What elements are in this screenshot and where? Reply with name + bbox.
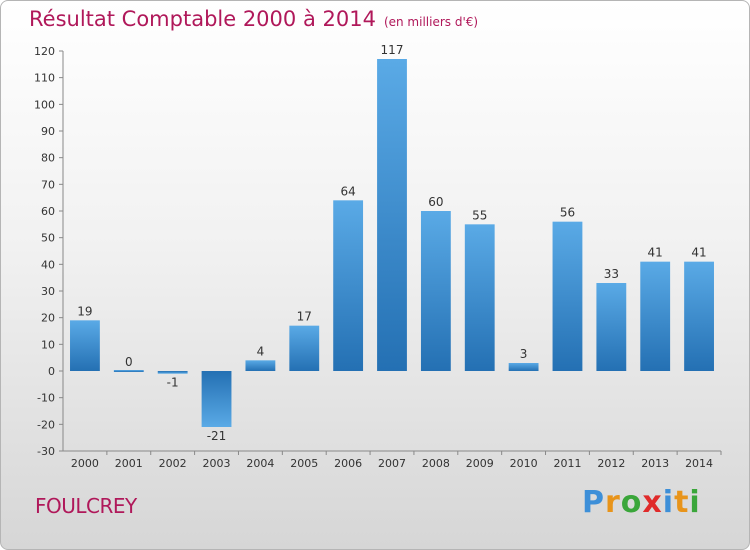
logo-letter: x: [642, 485, 663, 520]
chart-subtitle: (en milliers d'€): [383, 15, 479, 29]
proxiti-logo[interactable]: Proxiti: [582, 485, 701, 520]
data-label: 17: [297, 310, 312, 324]
bar: [113, 370, 144, 372]
bar: [464, 224, 495, 371]
logo-letter: r: [605, 485, 621, 520]
x-tick-label: 2005: [290, 457, 318, 470]
x-tick-label: 2014: [685, 457, 713, 470]
y-tick-label: 30: [41, 285, 55, 298]
bar: [420, 211, 451, 371]
data-label: 33: [604, 267, 619, 281]
y-tick-label: 10: [41, 338, 55, 351]
logo-letter: o: [620, 485, 643, 520]
x-tick-label: 2011: [553, 457, 581, 470]
y-tick-label: 90: [41, 125, 55, 138]
x-tick-label: 2012: [597, 457, 625, 470]
y-tick-label: 50: [41, 232, 55, 245]
x-tick-label: 2006: [334, 457, 362, 470]
data-label: 56: [560, 206, 575, 220]
y-tick-label: 120: [34, 45, 55, 58]
data-label: 55: [472, 208, 487, 222]
bar: [70, 320, 100, 371]
data-label: 117: [381, 43, 404, 57]
bar: [245, 360, 276, 371]
bar: [333, 200, 364, 371]
logo-letter: t: [674, 485, 690, 520]
data-label: -21: [207, 429, 227, 443]
data-label: 19: [77, 304, 92, 318]
logo-letter: P: [582, 485, 605, 520]
data-label: 0: [125, 355, 133, 369]
y-tick-label: -20: [37, 418, 55, 431]
x-tick-label: 2000: [71, 457, 99, 470]
bar: [596, 283, 627, 371]
bar: [508, 363, 539, 371]
logo-letter: i: [662, 485, 675, 520]
y-tick-label: 110: [34, 72, 55, 85]
y-tick-label: 100: [34, 98, 55, 111]
x-tick-label: 2008: [422, 457, 450, 470]
y-tick-label: 60: [41, 205, 55, 218]
x-tick-label: 2010: [510, 457, 538, 470]
x-tick-label: 2002: [159, 457, 187, 470]
data-label: 4: [257, 344, 265, 358]
x-tick-label: 2001: [115, 457, 143, 470]
bar: [684, 261, 714, 371]
data-label: 3: [520, 347, 528, 361]
data-label: 64: [340, 184, 355, 198]
x-tick-label: 2004: [246, 457, 274, 470]
bar: [289, 325, 320, 371]
data-label: 41: [648, 246, 663, 260]
x-tick-label: 2013: [641, 457, 669, 470]
y-tick-label: 20: [41, 312, 55, 325]
data-label: 41: [691, 246, 706, 260]
bar: [157, 371, 188, 374]
y-tick-label: 0: [48, 365, 55, 378]
x-tick-label: 2007: [378, 457, 406, 470]
data-label: -1: [167, 376, 179, 390]
y-tick-label: 70: [41, 178, 55, 191]
chart-title-block: Résultat Comptable 2000 à 2014 (en millie…: [29, 7, 478, 31]
x-tick-label: 2009: [466, 457, 494, 470]
bar: [552, 221, 583, 371]
y-tick-label: 80: [41, 152, 55, 165]
logo-letter: i: [689, 485, 701, 520]
y-tick-label: 40: [41, 258, 55, 271]
y-tick-label: -10: [37, 392, 55, 405]
bar: [377, 59, 407, 371]
chart-title: Résultat Comptable 2000 à 2014: [29, 7, 376, 31]
place-name: FOULCREY: [35, 494, 137, 518]
y-tick-label: -30: [37, 445, 55, 458]
data-label: 60: [428, 195, 443, 209]
bar: [640, 261, 671, 371]
bar: [201, 371, 232, 427]
x-tick-label: 2003: [203, 457, 231, 470]
